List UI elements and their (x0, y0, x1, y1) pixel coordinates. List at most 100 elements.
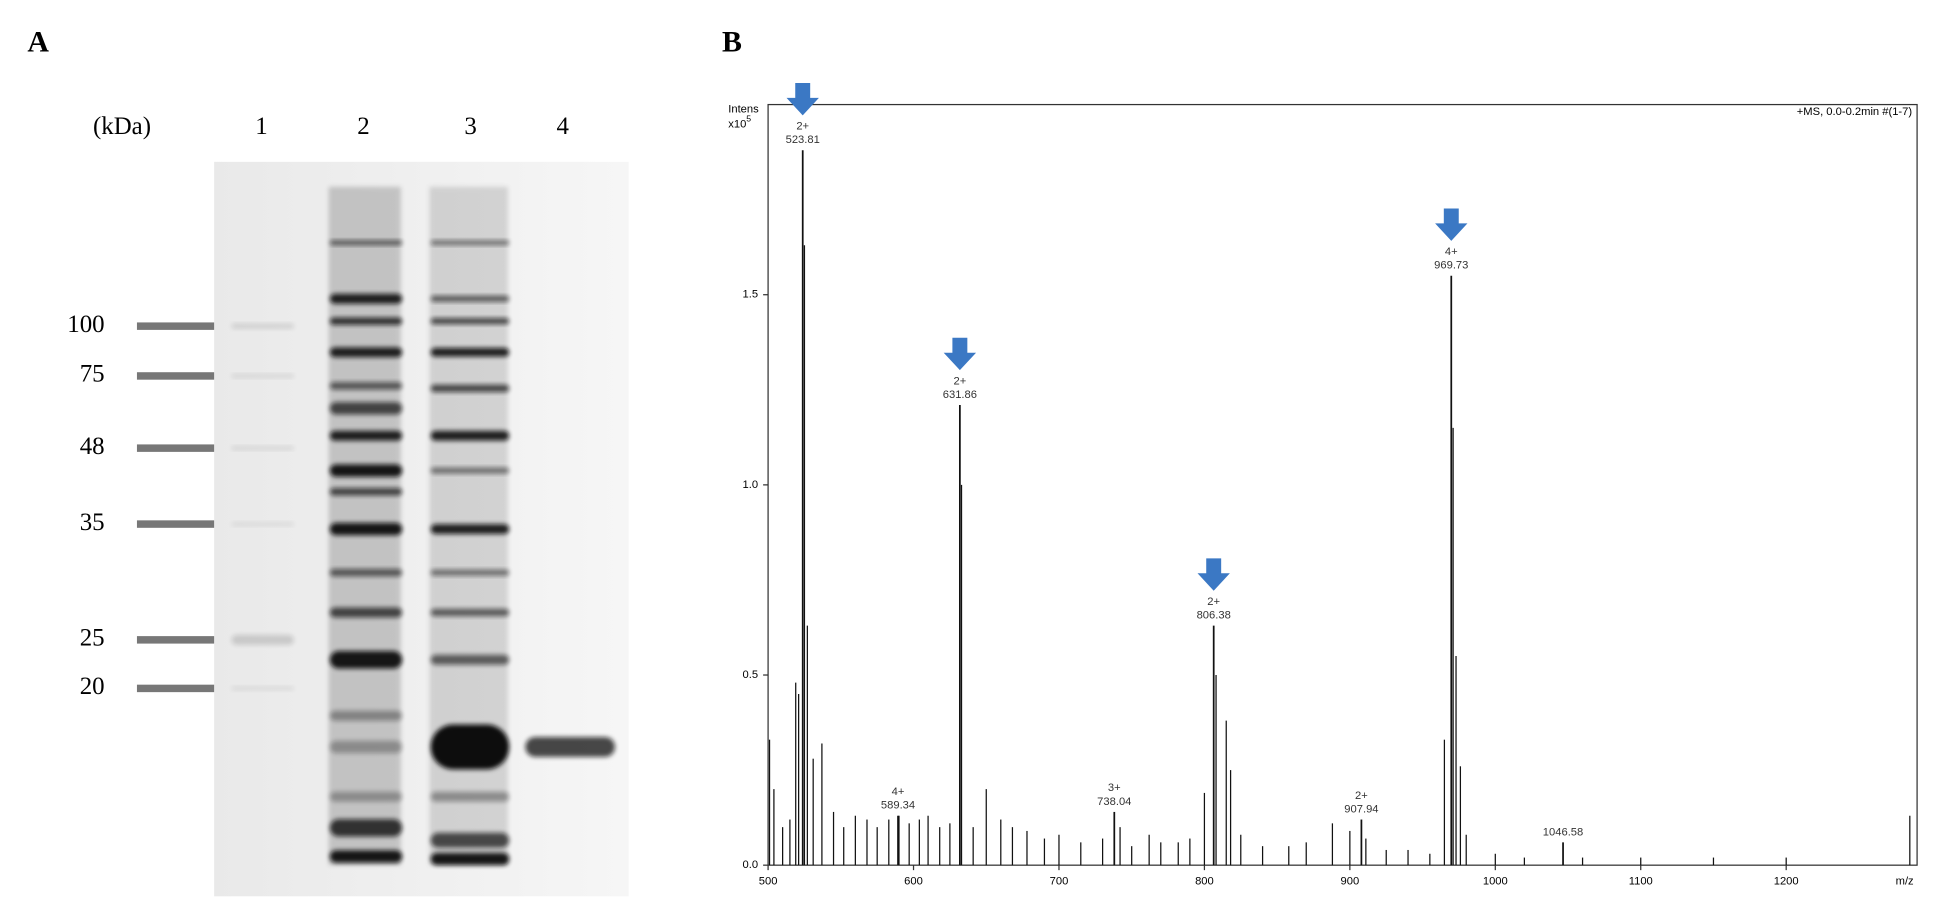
gel-band (329, 464, 403, 477)
marker-band (136, 372, 215, 380)
peak-mz-label: 806.38 (1197, 610, 1231, 622)
marker-band (136, 520, 215, 528)
x-tick-label: 800 (1195, 875, 1214, 887)
unit-label: (kDa) (93, 113, 151, 140)
lane-label: 3 (464, 113, 476, 140)
gel-band (329, 317, 403, 325)
gel-band (430, 654, 510, 665)
x-tick-label: 1100 (1629, 875, 1653, 887)
x-tick-label: 1200 (1774, 875, 1799, 887)
gel-band (329, 430, 403, 441)
gel-band (231, 634, 294, 645)
y-axis-label: Intens (728, 104, 759, 116)
peak-mz-label: 969.73 (1434, 260, 1468, 272)
y-tick-label: 1.5 (743, 289, 759, 301)
plot-frame (767, 103, 1918, 866)
peak-arrow (1435, 208, 1468, 241)
x-tick-label: 700 (1050, 875, 1069, 887)
y-tick-label: 0.5 (743, 669, 759, 681)
gel-band (329, 850, 403, 863)
marker-band (136, 684, 215, 693)
gel-band (329, 710, 403, 721)
peak-arrow (1197, 558, 1230, 591)
y-tick-label: 1.0 (743, 479, 759, 491)
gel-band (329, 819, 403, 837)
marker-label: 25 (80, 625, 105, 652)
gel-band (430, 240, 510, 246)
x-tick-label: 600 (904, 875, 923, 887)
marker-label: 20 (80, 673, 105, 700)
gel-band (430, 347, 510, 357)
gel-band (430, 832, 510, 848)
marker-band (136, 444, 215, 452)
gel-band (329, 522, 403, 536)
gel-band (430, 295, 510, 302)
gel-band (329, 651, 403, 669)
x-tick-label: 900 (1341, 875, 1360, 887)
info-text: +MS, 0.0-0.2min #(1-7) (1797, 106, 1913, 118)
lane-label: 2 (357, 113, 369, 140)
panel-label: B (722, 26, 742, 59)
gel-band (430, 569, 510, 576)
gel-band (329, 402, 403, 415)
gel-band (329, 240, 403, 246)
peak-charge-label: 2+ (1207, 596, 1220, 608)
peak-charge-label: 2+ (796, 121, 809, 133)
gel-band (231, 446, 294, 451)
peak-mz-label: 1046.58 (1543, 826, 1583, 838)
gel-band (231, 686, 294, 691)
gel-band (231, 323, 294, 329)
x-tick-label: 500 (759, 875, 778, 887)
gel-band (329, 740, 403, 754)
lane-label: 1 (255, 113, 267, 140)
gel-band (430, 524, 510, 535)
gel-band (430, 852, 510, 866)
gel-band (231, 522, 294, 526)
lane-label: 4 (556, 113, 569, 140)
gel-band (525, 736, 615, 757)
peak-mz-label: 738.04 (1097, 796, 1131, 808)
peak-mz-label: 907.94 (1344, 804, 1378, 816)
marker-label: 48 (80, 433, 105, 460)
peak-charge-label: 2+ (953, 375, 966, 387)
marker-band (136, 322, 215, 330)
peak-mz-label: 631.86 (943, 389, 977, 401)
peak-charge-label: 2+ (1355, 790, 1368, 802)
peak-arrow (943, 337, 977, 371)
gel-band (430, 467, 510, 474)
peak-charge-label: 4+ (892, 786, 905, 798)
gel-band (329, 791, 403, 802)
gel-band (329, 347, 403, 358)
y-multiplier-base: x10 (728, 118, 746, 130)
marker-label: 100 (67, 311, 104, 338)
y-multiplier-exp: 5 (746, 114, 751, 124)
gel-band (430, 791, 510, 802)
peak-charge-label: 3+ (1108, 782, 1121, 794)
gel-band (430, 430, 510, 441)
gel-band (329, 487, 403, 496)
x-tick-label: 1000 (1483, 875, 1508, 887)
marker-label: 35 (80, 509, 105, 536)
gel-band (430, 384, 510, 393)
gel-band (329, 293, 403, 304)
peak-arrow (786, 82, 819, 116)
gel-band (329, 607, 403, 618)
x-axis-label: m/z (1896, 875, 1914, 887)
y-tick-label: 0.0 (743, 859, 759, 871)
gel-band (430, 608, 510, 617)
gel-band (430, 724, 510, 770)
y-multiplier: x105 (728, 114, 751, 131)
gel-band (231, 374, 294, 378)
peak-mz-label: 523.81 (786, 134, 820, 146)
gel-bands (231, 186, 615, 866)
peak-charge-label: 4+ (1445, 246, 1458, 258)
gel-band (329, 568, 403, 577)
peak-mz-label: 589.34 (881, 800, 915, 812)
gel-band (329, 382, 403, 390)
gel (214, 161, 629, 897)
marker-band (136, 636, 215, 644)
marker-label: 75 (80, 361, 105, 388)
gel-band (430, 318, 510, 325)
